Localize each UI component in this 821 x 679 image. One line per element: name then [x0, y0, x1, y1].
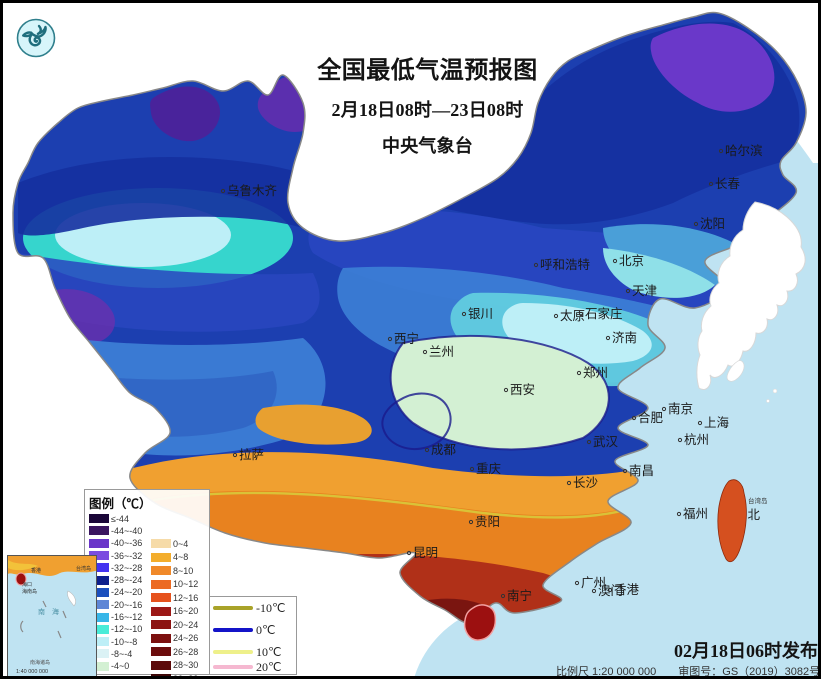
svg-text:拉萨: 拉萨	[239, 447, 264, 462]
svg-text:10℃: 10℃	[256, 645, 281, 659]
svg-text:南海诸岛: 南海诸岛	[30, 659, 50, 666]
svg-text:西宁: 西宁	[394, 331, 419, 346]
svg-text:20℃: 20℃	[256, 660, 281, 674]
svg-text:天津: 天津	[632, 284, 657, 298]
svg-text:哈尔滨: 哈尔滨	[725, 143, 763, 158]
svg-text:0℃: 0℃	[256, 623, 275, 637]
svg-text:南昌: 南昌	[629, 463, 654, 478]
svg-text:香港: 香港	[31, 567, 41, 574]
svg-text:呼和浩特: 呼和浩特	[540, 257, 590, 272]
svg-text:贵阳: 贵阳	[475, 515, 500, 529]
svg-text:福州: 福州	[683, 506, 708, 521]
svg-text:南宁: 南宁	[507, 588, 532, 603]
svg-text:1:40 000 000: 1:40 000 000	[16, 669, 48, 675]
svg-text:长春: 长春	[715, 177, 741, 191]
svg-text:郑州: 郑州	[583, 365, 608, 380]
svg-text:澳门: 澳门	[598, 583, 623, 598]
svg-text:重庆: 重庆	[476, 461, 502, 476]
svg-text:北京: 北京	[619, 254, 644, 268]
svg-text:乌鲁木齐: 乌鲁木齐	[227, 183, 278, 198]
svg-text:海南岛: 海南岛	[22, 588, 37, 595]
svg-text:成都: 成都	[431, 443, 457, 457]
svg-text:济南: 济南	[612, 330, 637, 345]
svg-text:银川: 银川	[468, 307, 493, 321]
svg-text:杭州: 杭州	[684, 432, 709, 447]
svg-text:长沙: 长沙	[573, 476, 599, 490]
svg-text:海口: 海口	[22, 581, 32, 588]
svg-text:-10℃: -10℃	[256, 601, 285, 615]
svg-text:台湾岛: 台湾岛	[748, 496, 768, 505]
svg-text:上海: 上海	[704, 415, 730, 430]
svg-text:武汉: 武汉	[593, 435, 619, 449]
svg-text:台湾岛: 台湾岛	[76, 565, 91, 572]
svg-text:南京: 南京	[668, 401, 693, 416]
svg-text:南 海: 南 海	[38, 607, 59, 616]
svg-text:合肥: 合肥	[638, 410, 664, 425]
svg-text:沈阳: 沈阳	[700, 216, 725, 231]
svg-text:石家庄: 石家庄	[585, 306, 623, 321]
svg-text:西安: 西安	[510, 382, 535, 397]
svg-text:兰州: 兰州	[429, 345, 454, 359]
svg-text:昆明: 昆明	[413, 546, 438, 560]
